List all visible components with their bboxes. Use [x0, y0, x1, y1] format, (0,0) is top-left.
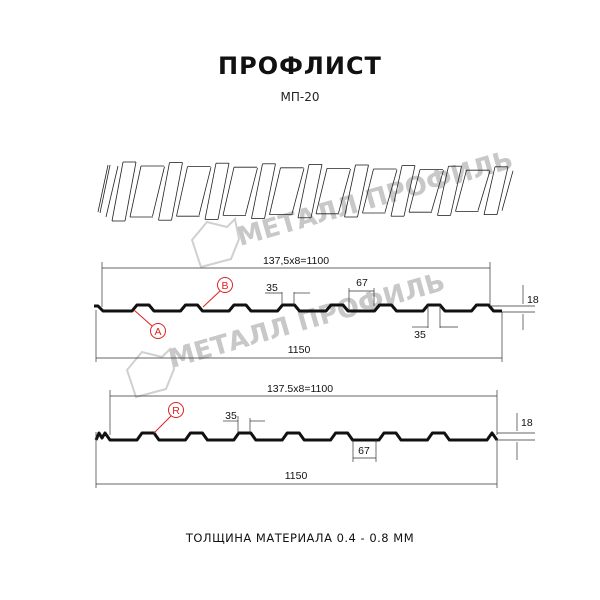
sheet-edge	[291, 168, 305, 214]
sheet-edge	[455, 170, 467, 212]
sheet-edge	[362, 168, 374, 214]
sheet-edge	[222, 167, 235, 216]
sheet-perspective-view	[97, 161, 514, 222]
pitch-label: 137,5x8=1100	[263, 255, 329, 267]
width-label: 1150	[285, 470, 308, 482]
watermark-logo-icon	[190, 216, 241, 269]
height-label: 18	[527, 294, 539, 306]
sheet-edge	[403, 165, 416, 217]
valley-label: 67	[358, 445, 370, 457]
sheet-edge	[158, 162, 170, 221]
sheet-edge	[204, 163, 217, 220]
sheet-edge	[97, 164, 109, 213]
sheet-edge	[171, 162, 183, 221]
rib-top-label: 35	[225, 410, 237, 422]
callout-r: R	[172, 405, 180, 417]
sheet-edge	[483, 166, 496, 215]
profile-bottom-section: 137.5x8=1100 1150 35 67 18 R	[94, 383, 535, 488]
callout-a: A	[154, 326, 161, 338]
sheet-edge	[297, 164, 310, 218]
watermark-text: МЕТАЛЛ ПРОФИЛЬ	[166, 267, 449, 375]
callout-b: B	[221, 280, 228, 292]
sheet-edge	[176, 166, 188, 217]
sheet-edge	[269, 167, 281, 215]
watermark-1: МЕТАЛЛ ПРОФИЛЬ	[190, 145, 517, 269]
sheet-edge	[496, 166, 509, 215]
sheet-edge	[477, 170, 491, 211]
sheet-edge	[338, 168, 351, 214]
page-title: ПРОФЛИСТ	[218, 52, 382, 80]
sheet-edge	[111, 161, 124, 222]
height-label: 18	[521, 417, 533, 429]
width-label: 1150	[288, 344, 311, 356]
sheet-edge	[124, 161, 137, 222]
sheet-edge	[431, 170, 444, 212]
sheet-edge	[384, 169, 398, 213]
sheet-edge	[357, 164, 369, 218]
watermark-text: МЕТАЛЛ ПРОФИЛЬ	[234, 145, 517, 253]
sheet-edge	[99, 164, 111, 214]
sheet-edge	[152, 166, 165, 217]
sheet-edge	[408, 169, 421, 213]
profile-top-section: 137,5x8=1100 1150 35 67 35 18 A B	[94, 255, 539, 362]
sheet-edge	[251, 163, 263, 219]
watermark-logo-icon	[125, 346, 176, 399]
profile-top-line	[94, 303, 502, 313]
sheet-edge	[437, 166, 449, 216]
material-thickness: ТОЛЩИНА МАТЕРИАЛА 0.4 - 0.8 ММ	[185, 531, 415, 545]
rib-top-label: 35	[266, 282, 278, 294]
profile-bottom-line	[94, 431, 499, 442]
watermark-2: МЕТАЛЛ ПРОФИЛЬ	[125, 267, 449, 399]
page-subtitle: МП-20	[280, 90, 320, 104]
sheet-edge	[198, 167, 212, 216]
sheet-edge	[344, 164, 356, 218]
sheet-edge	[245, 167, 258, 215]
pitch-label: 137.5x8=1100	[267, 383, 333, 395]
valley-label: 67	[356, 277, 368, 289]
sheet-edge	[501, 170, 514, 211]
sheet-edge	[310, 164, 323, 218]
sheet-edge	[390, 165, 403, 217]
sheet-edge	[129, 165, 142, 218]
sheet-edge	[217, 163, 230, 220]
sheet-edge	[315, 168, 328, 214]
sheet-edge	[105, 165, 119, 218]
sheet-edge	[264, 163, 276, 219]
rib-bottom-label: 35	[414, 329, 426, 341]
sheet-edge	[450, 166, 462, 216]
